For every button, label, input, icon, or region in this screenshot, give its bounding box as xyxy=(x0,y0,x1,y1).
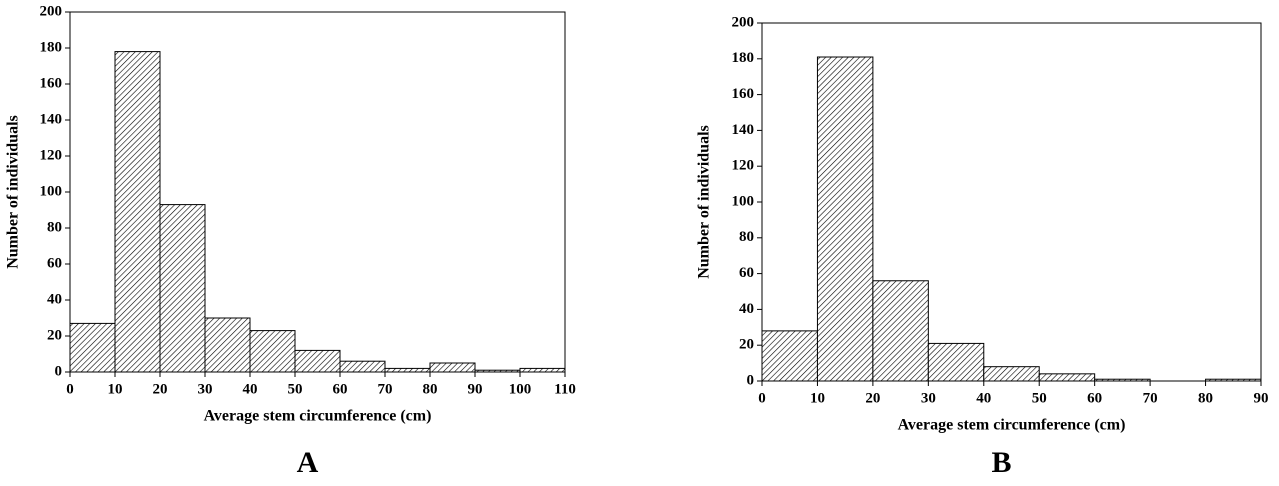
x-axis-title: Average stem circumference (cm) xyxy=(204,408,432,425)
y-tick-label: 40 xyxy=(739,301,754,317)
bar xyxy=(114,51,161,373)
x-tick-label: 50 xyxy=(288,381,303,397)
y-axis-title: Number of individuals xyxy=(5,115,22,269)
y-tick-label: 20 xyxy=(47,327,62,343)
bar xyxy=(983,366,1040,382)
panel-label: B xyxy=(991,446,1011,479)
y-tick-label: 120 xyxy=(732,158,755,174)
y-tick-label: 180 xyxy=(40,39,63,55)
bar xyxy=(927,342,985,382)
y-tick-label: 20 xyxy=(739,337,754,353)
x-tick-label: 80 xyxy=(1198,390,1213,406)
x-tick-label: 110 xyxy=(554,381,576,397)
x-tick-label: 30 xyxy=(921,390,936,406)
x-tick-label: 60 xyxy=(1087,390,1102,406)
x-tick-label: 30 xyxy=(198,381,213,397)
x-tick-label: 40 xyxy=(243,381,258,397)
y-tick-label: 140 xyxy=(40,111,63,127)
bar xyxy=(294,349,341,373)
bar xyxy=(1038,373,1096,382)
x-tick-label: 10 xyxy=(108,381,123,397)
y-tick-label: 80 xyxy=(739,229,754,245)
bar xyxy=(872,280,929,382)
panel-label: A xyxy=(297,446,319,479)
y-tick-label: 200 xyxy=(40,3,63,19)
bar xyxy=(429,362,476,373)
bar xyxy=(384,367,431,373)
x-tick-label: 10 xyxy=(810,390,825,406)
x-tick-label: 40 xyxy=(976,390,991,406)
y-axis-title: Number of individuals xyxy=(696,125,713,279)
y-tick-label: 0 xyxy=(55,363,63,379)
x-tick-label: 70 xyxy=(1143,390,1158,406)
x-tick-label: 90 xyxy=(468,381,483,397)
bar xyxy=(159,204,206,373)
bar xyxy=(519,367,566,373)
x-axis-title: Average stem circumference (cm) xyxy=(898,417,1126,434)
y-tick-label: 120 xyxy=(40,147,63,163)
bar xyxy=(761,330,818,382)
x-tick-label: 60 xyxy=(333,381,348,397)
bar xyxy=(816,56,874,382)
x-tick-label: 90 xyxy=(1254,390,1269,406)
bar xyxy=(339,360,386,373)
y-tick-label: 80 xyxy=(47,219,62,235)
bar xyxy=(1205,378,1262,382)
x-tick-label: 20 xyxy=(865,390,880,406)
y-tick-label: 60 xyxy=(739,265,754,281)
y-tick-label: 40 xyxy=(47,291,62,307)
x-tick-label: 0 xyxy=(66,381,74,397)
y-tick-label: 160 xyxy=(40,75,63,91)
x-tick-label: 0 xyxy=(758,390,766,406)
y-tick-label: 100 xyxy=(732,193,755,209)
x-tick-label: 50 xyxy=(1032,390,1047,406)
bar xyxy=(249,330,296,373)
x-tick-label: 80 xyxy=(423,381,438,397)
x-tick-label: 70 xyxy=(378,381,393,397)
y-tick-label: 100 xyxy=(40,183,63,199)
y-tick-label: 200 xyxy=(732,14,755,30)
bar xyxy=(69,322,116,373)
x-tick-label: 100 xyxy=(509,381,532,397)
x-tick-label: 20 xyxy=(153,381,168,397)
y-tick-label: 0 xyxy=(747,372,755,388)
y-tick-label: 60 xyxy=(47,255,62,271)
bar xyxy=(1094,378,1151,382)
y-tick-label: 180 xyxy=(732,50,755,66)
bar xyxy=(474,369,521,373)
y-tick-label: 160 xyxy=(732,86,755,102)
y-tick-label: 140 xyxy=(732,122,755,138)
bar xyxy=(204,317,251,373)
